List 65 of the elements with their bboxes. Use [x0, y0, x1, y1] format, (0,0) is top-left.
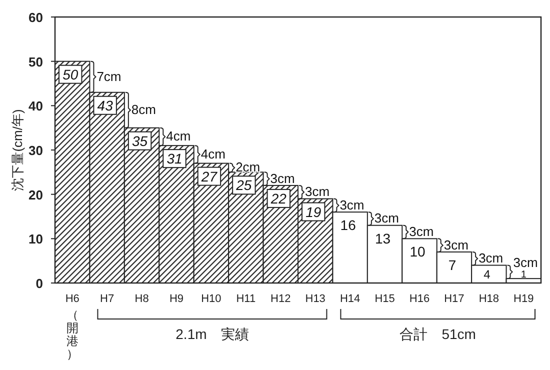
data-label: 13 — [374, 230, 391, 246]
x-tick-label: H14 — [340, 293, 360, 305]
x-tick-label: H13 — [305, 293, 326, 305]
y-tick-label: 60 — [28, 10, 43, 25]
bar: 4 — [471, 264, 507, 284]
bar: 43 — [89, 92, 125, 284]
text: 2.1m 実績 — [176, 326, 249, 342]
y-tick-label: 50 — [28, 54, 43, 70]
bar: 22 — [262, 184, 298, 284]
bar: 16 — [332, 212, 368, 284]
data-label: 10 — [410, 244, 426, 260]
text: （開港） — [66, 308, 78, 361]
annotation: 8cm — [131, 102, 156, 118]
annotation: 3cm — [409, 224, 434, 240]
bar: 27 — [193, 162, 230, 284]
data-label: 7 — [448, 256, 456, 273]
text: 合計 51cm — [400, 326, 476, 342]
x-tick-label: H16 — [409, 293, 430, 305]
bar: 50 — [54, 60, 90, 284]
bar: 35 — [124, 127, 160, 284]
data-label: 35 — [132, 132, 148, 149]
bar: 25 — [228, 172, 264, 284]
bar: 31 — [158, 145, 194, 284]
bar: 7 — [436, 251, 472, 284]
data-label: 22 — [270, 190, 287, 206]
x-tick-label: H6 — [65, 293, 80, 305]
data-label: 27 — [200, 168, 218, 184]
data-label: 1 — [520, 270, 527, 281]
x-tick-label: H7 — [100, 293, 114, 305]
x-tick-label: H12 — [270, 293, 291, 305]
data-label: 19 — [306, 204, 322, 220]
x-tick-label: H8 — [134, 293, 149, 305]
x-tick-label: H10 — [201, 293, 222, 305]
annotation: 3cm — [478, 250, 504, 266]
x-tick-label: H11 — [236, 293, 256, 305]
data-label: 4 — [484, 268, 491, 282]
data-label: 31 — [166, 150, 182, 167]
annotation: 3cm — [305, 184, 330, 200]
annotation: 4cm — [166, 128, 191, 144]
annotation: 3cm — [374, 210, 399, 226]
bar: 19 — [298, 198, 334, 284]
y-tick-label: 0 — [36, 276, 43, 291]
annotation: 3cm — [444, 237, 468, 252]
y-tick-label: 40 — [28, 98, 43, 114]
bar: 10 — [402, 238, 438, 284]
bar: 13 — [366, 224, 403, 284]
bar: 1 — [506, 270, 542, 284]
annotation: 4cm — [200, 146, 226, 162]
data-label: 43 — [97, 97, 114, 114]
x-tick-label: H19 — [514, 293, 534, 305]
annotation: 3cm — [513, 254, 538, 270]
data-label: 25 — [235, 177, 252, 194]
annotation: 7cm — [96, 68, 122, 84]
x-tick-label: H9 — [169, 293, 184, 305]
x-tick-label: H17 — [444, 293, 464, 305]
data-label: 16 — [340, 217, 356, 234]
data-label: 50 — [62, 66, 78, 82]
y-tick-label: 20 — [28, 187, 43, 202]
annotation: 3cm — [340, 197, 364, 212]
annotation: 3cm — [270, 170, 295, 186]
y-tick-label: 10 — [28, 232, 43, 247]
y-tick-label: 30 — [28, 143, 43, 158]
x-tick-label: H15 — [374, 293, 395, 305]
x-tick-label: H18 — [478, 293, 500, 305]
y-axis-title: 沈下量(cm/年) — [10, 109, 25, 191]
